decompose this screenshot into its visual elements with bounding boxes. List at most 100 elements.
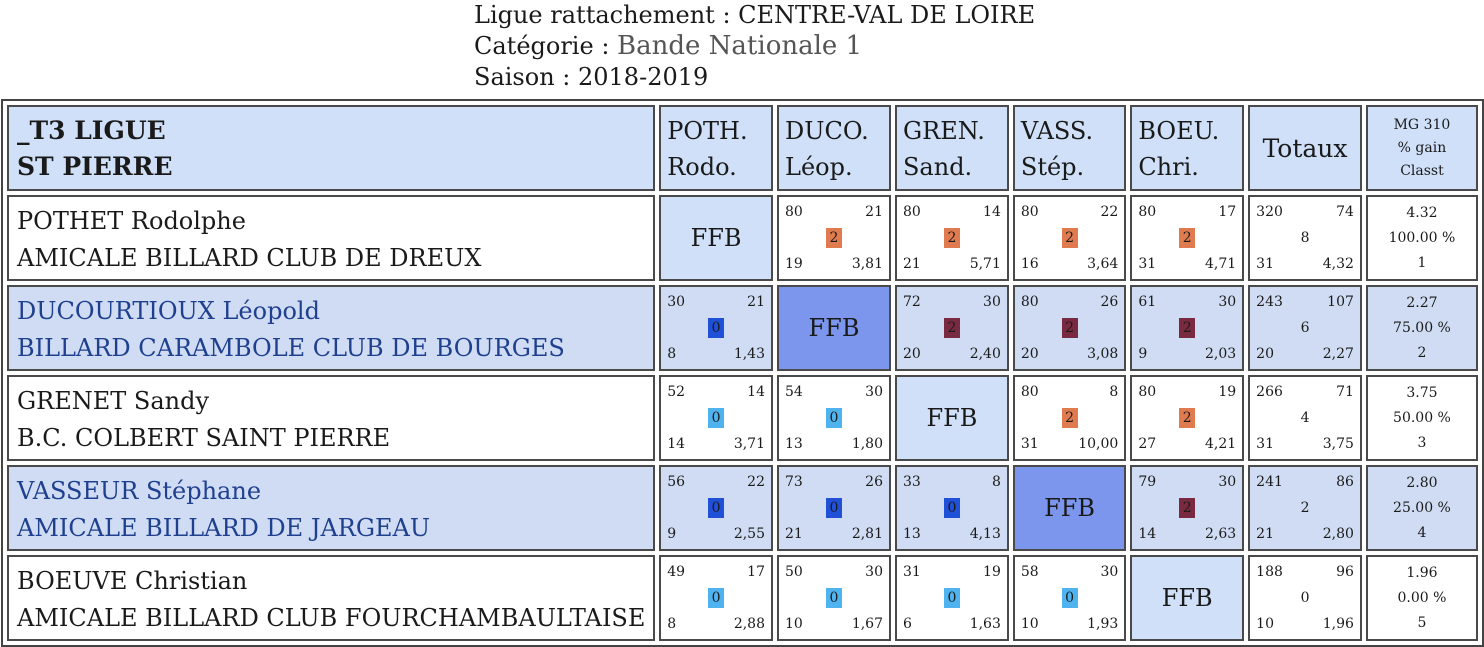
group-title-line1: _T3 LIGUE	[17, 116, 166, 145]
match-points: 80	[1138, 384, 1157, 400]
categorie-label: Catégorie :	[474, 32, 618, 60]
match-average: 3,71	[733, 436, 765, 452]
match-cell[interactable]: 54 30 0 13 1,80	[777, 375, 891, 461]
total-match-points: 0	[1300, 590, 1310, 606]
total-innings: 107	[1327, 294, 1354, 310]
match-points: 80	[902, 204, 921, 220]
match-cell[interactable]: 61 30 2 9 2,03	[1130, 285, 1245, 371]
match-points: 80	[1020, 294, 1039, 310]
match-cell[interactable]: 80 8 2 31 10,00	[1012, 375, 1127, 461]
match-cell[interactable]: 72 30 2 20 2,40	[894, 285, 1009, 371]
self-match-cell: FFB	[659, 195, 773, 281]
player-name[interactable]: DUCOURTIOUX Léopold	[17, 297, 320, 325]
best-high-run: 20	[1256, 346, 1274, 362]
total-points: 241	[1256, 474, 1283, 490]
match-result-badge: 0	[708, 318, 725, 338]
column-header-3: VASS. Stép.	[1012, 105, 1127, 191]
ligue-label: Ligue rattachement :	[474, 1, 739, 29]
match-cell[interactable]: 30 21 0 8 1,43	[659, 285, 773, 371]
match-cell[interactable]: 80 17 2 31 4,71	[1130, 195, 1245, 281]
mg-cell: 4.32 100.00 % 1	[1365, 195, 1478, 281]
match-average: 1,67	[851, 616, 883, 632]
player-name[interactable]: POTHET Rodolphe	[17, 207, 246, 235]
match-average: 4,13	[969, 526, 1001, 542]
total-points: 188	[1256, 564, 1283, 580]
match-high-run: 16	[1020, 256, 1039, 272]
match-cell[interactable]: 80 14 2 21 5,71	[894, 195, 1009, 281]
column-header-line2: Stép.	[1020, 153, 1085, 181]
player-club: AMICALE BILLARD CLUB FOURCHAMBAULTAISE	[17, 604, 646, 632]
column-header-line2: Léop.	[785, 153, 853, 181]
match-average: 2,81	[851, 526, 883, 542]
player-name[interactable]: BOEUVE Christian	[17, 567, 248, 595]
match-cell[interactable]: 80 19 2 27 4,21	[1130, 375, 1245, 461]
match-points: 61	[1138, 294, 1157, 310]
general-average: 2.80	[1406, 474, 1438, 491]
match-cell[interactable]: 33 8 0 13 4,13	[894, 465, 1009, 551]
match-result-badge: 0	[708, 498, 725, 518]
match-innings: 17	[747, 564, 765, 580]
column-header-4: BOEU. Chri.	[1130, 105, 1245, 191]
match-points: 72	[902, 294, 921, 310]
match-high-run: 19	[785, 256, 803, 272]
match-cell[interactable]: 80 26 2 20 3,08	[1012, 285, 1127, 371]
win-percentage: 75.00 %	[1393, 319, 1451, 336]
match-points: 80	[1138, 204, 1157, 220]
match-high-run: 20	[1020, 346, 1039, 362]
match-result-badge: 0	[825, 408, 842, 428]
match-cell[interactable]: 56 22 0 9 2,55	[659, 465, 773, 551]
column-header-line2: Sand.	[902, 153, 973, 181]
column-header-line2: Rodo.	[667, 153, 737, 181]
match-result-badge: 0	[825, 498, 842, 518]
self-match-cell: FFB	[1012, 465, 1127, 551]
saison-value: 2018-2019	[578, 63, 709, 91]
match-cell[interactable]: 31 19 0 6 1,63	[894, 555, 1009, 641]
match-cell[interactable]: 73 26 0 21 2,81	[777, 465, 891, 551]
match-cell[interactable]: 80 22 2 16 3,64	[1012, 195, 1127, 281]
match-points: 49	[667, 564, 686, 580]
match-high-run: 6	[902, 616, 912, 632]
match-innings: 22	[747, 474, 765, 490]
match-result-badge: 2	[943, 318, 960, 338]
match-cell[interactable]: 80 21 2 19 3,81	[777, 195, 891, 281]
match-high-run: 14	[1138, 526, 1157, 542]
player-cell: POTHET Rodolphe AMICALE BILLARD CLUB DE D…	[7, 195, 656, 281]
match-cell[interactable]: 49 17 0 8 2,88	[659, 555, 773, 641]
match-cell[interactable]: 79 30 2 14 2,63	[1130, 465, 1245, 551]
player-name[interactable]: GRENET Sandy	[17, 387, 210, 415]
match-cell[interactable]: 52 14 0 14 3,71	[659, 375, 773, 461]
win-percentage: 0.00 %	[1397, 589, 1447, 606]
ligue-line: Ligue rattachement : CENTRE-VAL DE LOIRE	[474, 0, 1035, 31]
match-points: 30	[667, 294, 686, 310]
match-result-badge: 0	[943, 498, 960, 518]
match-points: 58	[1020, 564, 1039, 580]
ranking: 5	[1417, 614, 1427, 631]
match-result-badge: 2	[1061, 318, 1078, 338]
player-club: B.C. COLBERT SAINT PIERRE	[17, 424, 391, 452]
match-average: 2,40	[969, 346, 1001, 362]
match-high-run: 10	[785, 616, 803, 632]
match-points: 50	[785, 564, 803, 580]
player-row: POTHET Rodolphe AMICALE BILLARD CLUB DE D…	[7, 195, 1478, 281]
match-result-badge: 2	[1061, 228, 1078, 248]
ligue-value: CENTRE-VAL DE LOIRE	[738, 1, 1036, 29]
mg-cell: 3.75 50.00 % 3	[1365, 375, 1478, 461]
total-points: 320	[1256, 204, 1283, 220]
overall-average: 2,27	[1322, 346, 1354, 362]
match-innings: 22	[1100, 204, 1119, 220]
player-cell: DUCOURTIOUX Léopold BILLARD CARAMBOLE CLU…	[7, 285, 656, 371]
match-innings: 14	[747, 384, 765, 400]
win-percentage: 100.00 %	[1388, 229, 1456, 246]
match-average: 3,81	[851, 256, 883, 272]
totals-cell: 320 74 8 31 4,32	[1248, 195, 1362, 281]
general-average: 3.75	[1406, 384, 1438, 401]
overall-average: 3,75	[1322, 436, 1354, 452]
match-high-run: 20	[902, 346, 921, 362]
player-row: DUCOURTIOUX Léopold BILLARD CARAMBOLE CLU…	[7, 285, 1478, 371]
player-row: BOEUVE Christian AMICALE BILLARD CLUB FOU…	[7, 555, 1478, 641]
match-high-run: 13	[785, 436, 803, 452]
player-name[interactable]: VASSEUR Stéphane	[17, 477, 262, 505]
match-cell[interactable]: 58 30 0 10 1,93	[1012, 555, 1127, 641]
match-cell[interactable]: 50 30 0 10 1,67	[777, 555, 891, 641]
match-points: 33	[902, 474, 921, 490]
